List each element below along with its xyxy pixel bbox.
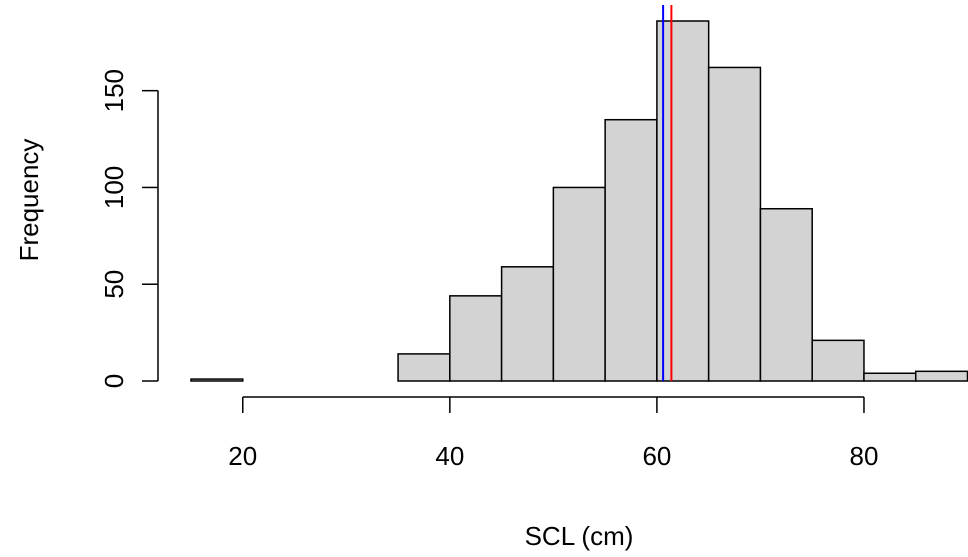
bar — [759, 207, 813, 382]
y-axis-label: Frequency — [14, 139, 44, 262]
bar — [863, 372, 917, 382]
bar — [449, 295, 503, 382]
bar — [552, 186, 606, 382]
y-tick-label: 0 — [99, 374, 129, 388]
y-tick-label: 100 — [99, 166, 129, 209]
x-tick-label: 40 — [435, 441, 464, 471]
bar — [914, 370, 968, 382]
x-tick-label: 20 — [228, 441, 257, 471]
x-axis-label: SCL (cm) — [525, 521, 634, 551]
bar — [500, 266, 555, 382]
bar — [604, 118, 658, 382]
bar — [707, 66, 762, 382]
x-tick-label: 60 — [642, 441, 671, 471]
bar — [656, 20, 710, 382]
y-tick-label: 50 — [99, 270, 129, 299]
bar — [190, 378, 244, 382]
bar — [397, 353, 451, 382]
x-tick-label: 80 — [850, 441, 879, 471]
y-tick-label: 150 — [99, 69, 129, 112]
bar — [811, 339, 865, 382]
